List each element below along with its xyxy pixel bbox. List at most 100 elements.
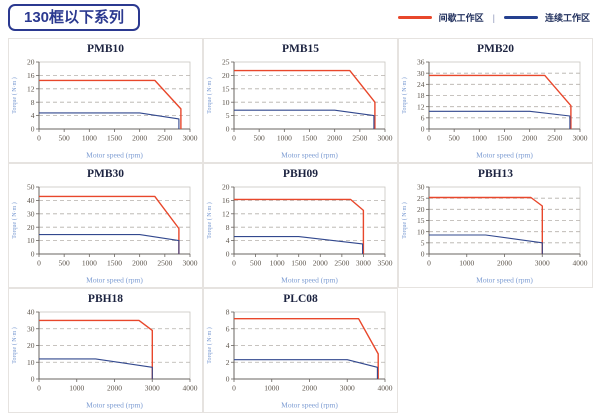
svg-text:1000: 1000	[264, 384, 279, 393]
x-axis-label: Motor speed (rpm)	[281, 151, 338, 160]
svg-text:0: 0	[31, 375, 35, 384]
svg-text:3000: 3000	[340, 384, 355, 393]
continuous-line-swatch	[503, 16, 538, 19]
chart-plot: 0 2 4 6 8 0 1000 2000 3000 4000 Motor speed (rpm) T…	[206, 308, 393, 410]
svg-text:15: 15	[417, 216, 425, 225]
svg-text:0: 0	[427, 259, 431, 268]
svg-text:1000: 1000	[82, 259, 97, 268]
svg-text:15: 15	[222, 84, 230, 93]
svg-text:1500: 1500	[107, 259, 122, 268]
chart-panel-pmb30: PMB30 0 10 20 30 40 50 0 500 1000 1500 2000 2500 3000…	[8, 163, 203, 288]
chart-plot: 0 5 10 15 20 25 0 500 1000 1500 2000 2500 3000 Motor …	[206, 58, 393, 160]
x-axis-label: Motor speed (rpm)	[476, 151, 533, 160]
svg-text:12: 12	[222, 209, 230, 218]
svg-text:4: 4	[31, 111, 35, 120]
svg-text:0: 0	[232, 384, 236, 393]
chart-title: PBH18	[87, 293, 124, 305]
svg-text:500: 500	[59, 134, 71, 143]
svg-text:8: 8	[226, 223, 230, 232]
y-axis-label: Torque ( N·m )	[206, 202, 213, 238]
continuous-curve	[234, 236, 364, 254]
intermittent-line-swatch	[397, 16, 432, 19]
svg-text:25: 25	[222, 58, 230, 67]
svg-text:3000: 3000	[356, 259, 371, 268]
svg-text:3000: 3000	[573, 134, 588, 143]
svg-text:500: 500	[59, 259, 71, 268]
svg-text:2000: 2000	[327, 134, 342, 143]
intermittent-curve	[429, 196, 544, 254]
header-bar: 130框以下系列 间歇工作区 | 连续工作区	[0, 0, 600, 38]
continuous-curve	[39, 112, 180, 129]
chart-title: PMB30	[86, 168, 125, 180]
y-axis-label: Torque ( N·m )	[11, 202, 18, 238]
x-axis-label: Motor speed (rpm)	[86, 151, 143, 160]
svg-text:30: 30	[417, 183, 425, 192]
svg-text:20: 20	[222, 71, 230, 80]
chart-panel-pmb20: PMB20 0 6 12 18 24 30 36 0 500 1000 1500 2000 2500 300…	[398, 38, 593, 163]
continuous-curve	[429, 234, 543, 254]
y-axis-label: Torque ( N·m )	[401, 77, 408, 113]
svg-text:2000: 2000	[132, 134, 147, 143]
svg-text:12: 12	[417, 102, 425, 111]
svg-text:2500: 2500	[157, 134, 172, 143]
y-axis-label: Torque ( N·m )	[11, 327, 18, 363]
svg-text:2000: 2000	[313, 259, 328, 268]
y-axis-label: Torque ( N·m )	[11, 77, 18, 113]
intermittent-curve	[39, 319, 154, 379]
svg-text:40: 40	[27, 196, 35, 205]
x-axis-label: Motor speed (rpm)	[86, 401, 143, 410]
svg-text:10: 10	[222, 98, 230, 107]
svg-text:2: 2	[226, 358, 230, 367]
intermittent-curve	[429, 74, 572, 129]
svg-text:0: 0	[37, 384, 41, 393]
charts-grid: PMB10 0 4 8 12 16 20 0 500 1000 1500 2000 2500 3000 Mo…	[8, 38, 593, 413]
svg-text:4: 4	[226, 236, 230, 245]
svg-text:1000: 1000	[82, 134, 97, 143]
svg-text:30: 30	[27, 209, 35, 218]
svg-text:0: 0	[232, 259, 236, 268]
x-axis-label: Motor speed (rpm)	[281, 276, 338, 285]
svg-text:8: 8	[226, 308, 230, 317]
svg-text:18: 18	[417, 91, 425, 100]
svg-text:2000: 2000	[522, 134, 537, 143]
legend-separator: |	[492, 12, 495, 23]
intermittent-curve	[39, 195, 180, 254]
chart-panel-pbh09: PBH09 0 4 8 12 16 20 0 500 1000 1500 2000 2500 3000 35…	[203, 163, 398, 288]
intermittent-curve	[39, 79, 182, 129]
svg-text:3500: 3500	[378, 259, 393, 268]
y-axis-label: Torque ( N·m )	[206, 77, 213, 113]
svg-text:3000: 3000	[535, 259, 550, 268]
svg-text:2500: 2500	[334, 259, 349, 268]
svg-text:2000: 2000	[107, 384, 122, 393]
svg-text:3000: 3000	[183, 134, 198, 143]
chart-panel-pbh18: PBH18 0 10 20 30 40 0 1000 2000 3000 4000 Motor spe…	[8, 288, 203, 413]
svg-text:0: 0	[232, 134, 236, 143]
chart-title: PLC08	[283, 293, 318, 305]
svg-text:0: 0	[226, 250, 230, 259]
chart-plot: 0 6 12 18 24 30 36 0 500 1000 1500 2000 2500 3000 Moto…	[401, 58, 588, 160]
svg-text:10: 10	[27, 236, 35, 245]
svg-text:1500: 1500	[497, 134, 512, 143]
svg-text:20: 20	[27, 223, 35, 232]
svg-text:36: 36	[417, 58, 425, 67]
svg-text:4000: 4000	[183, 384, 198, 393]
svg-text:500: 500	[449, 134, 461, 143]
chart-title: PMB10	[86, 43, 125, 55]
svg-text:25: 25	[417, 194, 425, 203]
svg-text:30: 30	[27, 324, 35, 333]
svg-text:5: 5	[226, 111, 230, 120]
svg-text:20: 20	[27, 341, 35, 350]
chart-plot: 0 4 8 12 16 20 0 500 1000 1500 2000 2500 3000 3500 Mot…	[206, 183, 393, 285]
svg-text:2500: 2500	[547, 134, 562, 143]
svg-text:8: 8	[31, 98, 35, 107]
svg-text:0: 0	[226, 375, 230, 384]
x-axis-label: Motor speed (rpm)	[281, 401, 338, 410]
svg-text:50: 50	[27, 183, 35, 192]
chart-panel-pmb10: PMB10 0 4 8 12 16 20 0 500 1000 1500 2000 2500 3000 Mo…	[8, 38, 203, 163]
chart-panel-pbh13: PBH13 0 5 10 15 20 25 30 0 1000 2000 3000 4000 Motor …	[398, 163, 593, 288]
svg-text:16: 16	[222, 196, 230, 205]
y-axis-label: Torque ( N·m )	[401, 202, 408, 238]
svg-text:16: 16	[27, 71, 35, 80]
